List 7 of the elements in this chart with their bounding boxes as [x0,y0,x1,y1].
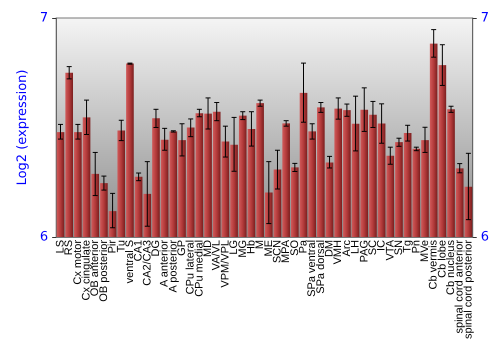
y2-tick-label: 7 [480,10,490,26]
x-tick-label: A posterior [167,240,180,293]
y2-tick-label: 6 [480,229,490,244]
x-tick-label: Tg [402,240,414,253]
x-tick-label: OB posterior [98,240,110,302]
x-tick-label: spinal cord posterior [462,240,474,340]
y-axis-title: Log2 (expression) [15,70,30,186]
